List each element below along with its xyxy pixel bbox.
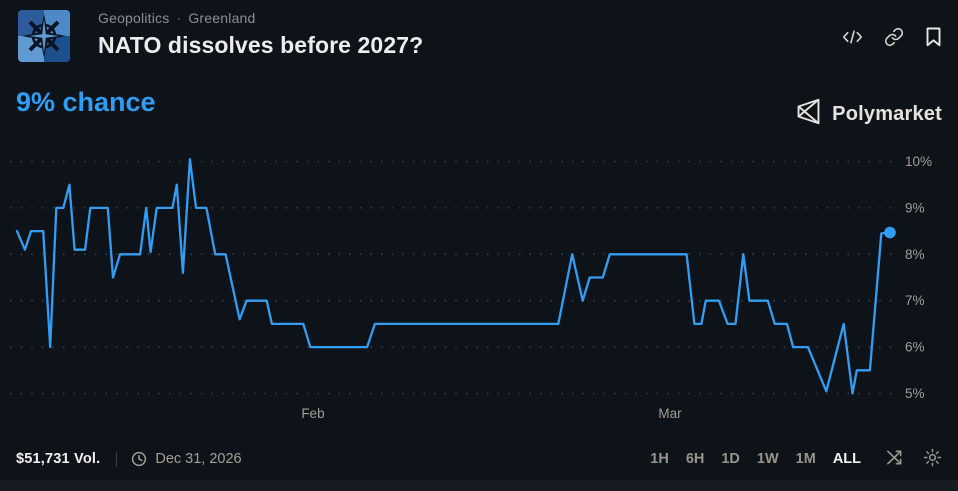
footer-meta: $51,731 Vol. Dec 31, 2026 <box>16 451 242 467</box>
range-button-1h[interactable]: 1H <box>650 451 669 467</box>
chart-footer: $51,731 Vol. Dec 31, 2026 1H 6H 1D 1W 1M… <box>16 446 942 472</box>
polymarket-brand-name: Polymarket <box>832 102 942 125</box>
embed-button[interactable] <box>842 28 863 46</box>
bookmark-icon <box>925 27 942 47</box>
y-tick-6%: 6% <box>905 340 925 355</box>
y-tick-7%: 7% <box>905 293 925 308</box>
link-icon <box>884 27 904 47</box>
end-date-label: Dec 31, 2026 <box>155 451 242 467</box>
embed-icon <box>842 28 863 46</box>
y-tick-8%: 8% <box>905 247 925 262</box>
clock-icon <box>131 451 147 467</box>
nato-flag-icon <box>18 10 70 62</box>
market-header: Geopolitics · Greenland NATO dissolves b… <box>18 10 942 62</box>
breadcrumb-category[interactable]: Geopolitics <box>98 10 170 26</box>
header-actions <box>842 10 942 47</box>
range-button-1m[interactable]: 1M <box>795 451 816 467</box>
y-tick-5%: 5% <box>905 386 925 401</box>
range-button-all[interactable]: ALL <box>832 451 861 467</box>
footer-divider <box>116 451 118 467</box>
polymarket-logo-icon <box>794 97 823 131</box>
shuffle-button[interactable] <box>885 448 904 470</box>
header-text: Geopolitics · Greenland NATO dissolves b… <box>98 10 423 58</box>
bookmark-button[interactable] <box>925 27 942 47</box>
y-tick-9%: 9% <box>905 200 925 215</box>
polymarket-brand[interactable]: Polymarket <box>794 97 942 131</box>
x-tick-Feb: Feb <box>301 406 324 421</box>
price-chart[interactable]: 10% 9% 8% 7% 6% 5% Feb Mar <box>0 140 958 430</box>
range-button-1d[interactable]: 1D <box>721 451 740 467</box>
breadcrumb-subcategory[interactable]: Greenland <box>188 10 256 26</box>
gear-icon <box>923 448 942 470</box>
volume-label: $51,731 Vol. <box>16 451 101 467</box>
probability-line[interactable] <box>15 158 892 395</box>
market-icon-nato <box>18 10 70 62</box>
breadcrumb-separator: · <box>176 10 182 26</box>
range-controls: 1H 6H 1D 1W 1M ALL <box>633 448 942 470</box>
page-title: NATO dissolves before 2027? <box>98 32 424 58</box>
copy-link-button[interactable] <box>884 27 904 47</box>
range-button-6h[interactable]: 6H <box>685 451 705 467</box>
chance-value: 9% chance <box>16 87 156 117</box>
y-tick-10%: 10% <box>905 154 932 169</box>
last-price-marker[interactable] <box>884 226 896 239</box>
range-button-1w[interactable]: 1W <box>756 451 779 467</box>
price-chart-svg[interactable]: 10% 9% 8% 7% 6% 5% Feb Mar <box>0 140 958 430</box>
bottom-band <box>0 480 958 491</box>
settings-button[interactable] <box>923 448 942 470</box>
nato-compass-rose <box>22 14 66 58</box>
x-tick-Mar: Mar <box>658 406 682 421</box>
breadcrumb: Geopolitics · Greenland <box>98 10 423 26</box>
shuffle-icon <box>885 448 904 470</box>
